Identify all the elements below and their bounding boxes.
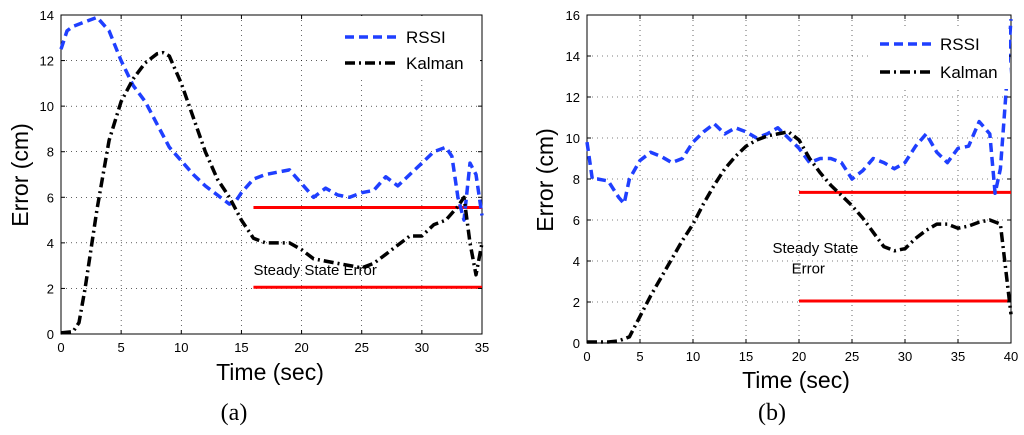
y-tick-label: 12 xyxy=(566,90,580,105)
y-tick-label: 2 xyxy=(573,295,580,310)
series-line-rssi xyxy=(59,15,484,222)
legend-label-rssi-b: RSSI xyxy=(940,35,980,54)
y-tick-label: 6 xyxy=(573,213,580,228)
legend-label-kalman-b: Kalman xyxy=(940,63,998,82)
y-tick-label: 10 xyxy=(566,131,580,146)
x-tick-label: 0 xyxy=(57,340,64,355)
x-ticks-b: 0 5 10 15 20 25 30 35 40 xyxy=(583,15,1018,364)
legend-label-kalman: Kalman xyxy=(406,54,464,73)
legend-b: RSSI Kalman xyxy=(868,29,1009,89)
grid-b xyxy=(587,15,1011,343)
x-axis-label-b: Time (sec) xyxy=(742,367,850,393)
x-tick-label: 20 xyxy=(294,340,308,355)
x-tick-label: 30 xyxy=(415,340,429,355)
annotation-text: Steady State xyxy=(773,240,859,257)
annotation-text: Steady State Error xyxy=(253,262,376,279)
y-tick-label: 0 xyxy=(573,336,580,351)
y-ticks-b: 0 2 4 6 8 10 12 14 16 xyxy=(566,8,1011,351)
y-axis-label-b: Error (cm) xyxy=(532,128,558,231)
x-tick-label: 10 xyxy=(686,349,700,364)
x-tick-label: 25 xyxy=(845,349,859,364)
x-tick-label: 15 xyxy=(739,349,753,364)
x-tick-label: 35 xyxy=(951,349,965,364)
x-tick-label: 15 xyxy=(234,340,248,355)
y-tick-label: 12 xyxy=(40,54,54,69)
y-ticks-a: 0 2 4 6 8 10 12 14 xyxy=(40,8,482,342)
legend-label-rssi: RSSI xyxy=(406,28,446,47)
grid-a xyxy=(61,15,482,334)
y-tick-label: 8 xyxy=(573,172,580,187)
x-tick-label: 0 xyxy=(583,349,590,364)
y-tick-label: 10 xyxy=(40,99,54,114)
panel-label-b: (b) xyxy=(758,400,786,426)
y-tick-label: 16 xyxy=(566,8,580,23)
series-line-rssi xyxy=(585,18,1013,206)
annotations-a: Steady State Error xyxy=(253,262,376,279)
steady-state-lines-b xyxy=(799,190,1011,303)
panel-label-a: (a) xyxy=(221,400,248,426)
x-tick-label: 5 xyxy=(118,340,125,355)
chart-panel-b: 0 5 10 15 20 25 30 35 40 0 2 4 6 8 10 12 14 16 Steady St… xyxy=(532,8,1018,426)
y-tick-label: 4 xyxy=(573,254,580,269)
x-tick-label: 20 xyxy=(792,349,806,364)
x-tick-label: 40 xyxy=(1004,349,1018,364)
y-tick-label: 2 xyxy=(47,281,54,296)
x-tick-label: 5 xyxy=(636,349,643,364)
y-tick-label: 4 xyxy=(47,236,54,251)
series-line-kalman xyxy=(587,130,1013,344)
chart-panel-a: 0 5 10 15 20 25 30 35 0 2 4 6 8 10 12 14 Steady State … xyxy=(7,8,489,426)
y-tick-label: 0 xyxy=(47,327,54,342)
y-tick-label: 6 xyxy=(47,190,54,205)
x-tick-label: 35 xyxy=(475,340,489,355)
series-lines-a xyxy=(59,15,484,335)
y-tick-label: 14 xyxy=(40,8,54,23)
legend-box-a xyxy=(331,16,480,80)
x-tick-label: 30 xyxy=(898,349,912,364)
steady-state-lines-a xyxy=(253,206,482,289)
x-tick-label: 25 xyxy=(354,340,368,355)
series-line-kalman xyxy=(60,50,484,335)
annotations-b: Steady State Error xyxy=(773,240,859,277)
annotation-text: Error xyxy=(792,260,825,277)
x-tick-label: 10 xyxy=(174,340,188,355)
y-tick-label: 14 xyxy=(566,49,580,64)
series-lines-b xyxy=(585,18,1013,344)
x-ticks-a: 0 5 10 15 20 25 30 35 xyxy=(57,15,489,355)
y-axis-label-a: Error (cm) xyxy=(7,123,33,226)
legend-a: RSSI Kalman xyxy=(331,16,480,80)
legend-box-b xyxy=(868,29,1009,89)
x-axis-label-a: Time (sec) xyxy=(216,359,324,385)
y-tick-label: 8 xyxy=(47,145,54,160)
